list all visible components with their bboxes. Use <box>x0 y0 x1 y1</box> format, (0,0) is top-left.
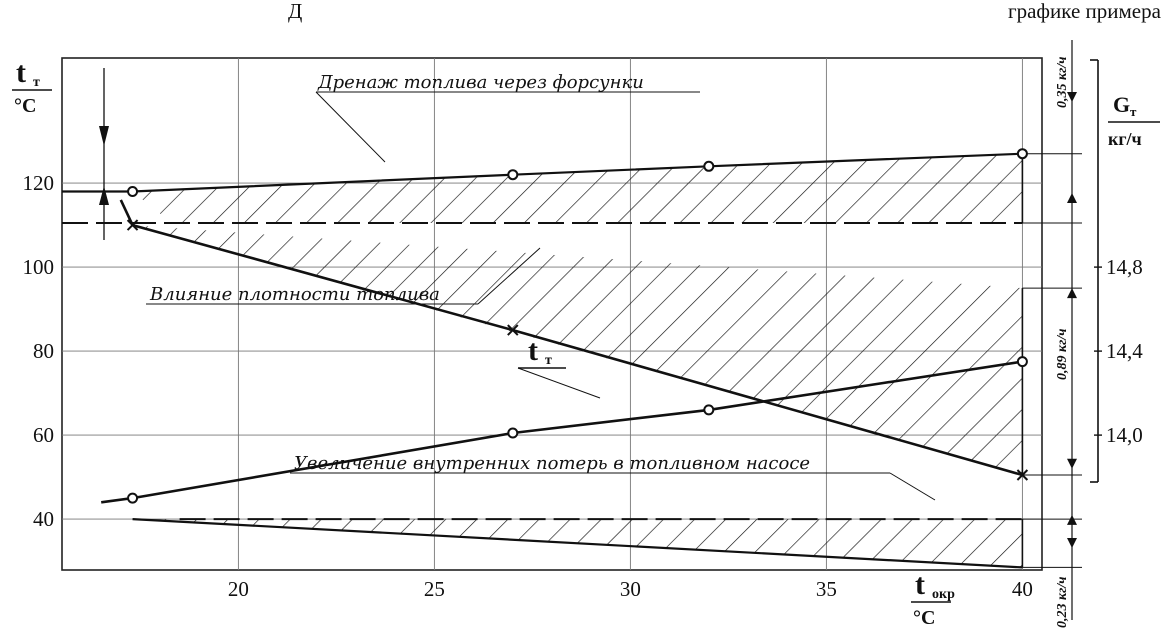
data-point-cross <box>507 324 519 336</box>
header-fragment-right: графике примера <box>1008 0 1162 23</box>
data-point-circle <box>127 492 139 504</box>
data-point-circle <box>127 186 139 197</box>
side-label-089: 0,89 кг/ч <box>1055 328 1070 380</box>
side-arrow-icon <box>1067 458 1077 469</box>
data-point-circle <box>507 427 519 439</box>
side-arrow-icon <box>1067 538 1077 548</box>
y-axis-label-symbol: t <box>16 56 26 89</box>
right-axis-subscript: т <box>1130 104 1137 119</box>
x-tick-label: 25 <box>424 577 445 601</box>
arrow-up-icon <box>99 186 109 205</box>
y-axis-label-subscript: т <box>33 75 40 90</box>
data-point-circle <box>1016 356 1028 368</box>
x-tick-label: 30 <box>620 577 641 601</box>
data-point-circle <box>507 169 519 181</box>
right-tick-label: 14,8 <box>1106 255 1143 279</box>
right-axis-symbol: G <box>1113 92 1130 117</box>
x-axis-label-unit: °C <box>913 607 935 629</box>
side-arrow-icon <box>1067 193 1077 203</box>
side-label-035: 0,35 кг/ч <box>1055 56 1070 108</box>
side-arrow-icon <box>1067 514 1077 525</box>
data-point-cross <box>126 219 139 231</box>
curve-label-symbol: t <box>528 334 538 367</box>
side-label-023: 0,23 кг/ч <box>1055 576 1070 628</box>
arrow-down-icon <box>99 126 109 146</box>
x-axis-label-subscript: окр <box>932 587 955 602</box>
annotation-leader <box>889 472 936 501</box>
y-tick-label: 120 <box>23 171 55 195</box>
x-tick-label: 40 <box>1012 577 1033 601</box>
series-line-density <box>119 199 1023 477</box>
data-point-circle <box>703 404 715 416</box>
y-tick-label: 60 <box>33 423 54 447</box>
annotations: Дренаж топлива через форсунки Влияние пло… <box>146 56 1070 628</box>
curve-label-leader <box>517 367 601 399</box>
annotation-leader <box>477 247 541 305</box>
x-tick-label: 20 <box>228 577 249 601</box>
annotation-pump-loss: Увеличение внутренних потерь в топливном… <box>294 453 810 474</box>
x-tick-label: 35 <box>816 577 837 601</box>
right-tick-label: 14,0 <box>1106 423 1143 447</box>
annotation-density: Влияние плотности топлива <box>149 284 440 305</box>
series-line-pump <box>132 518 1023 569</box>
right-axis-unit: кг/ч <box>1108 129 1142 149</box>
data-point-circle <box>1016 148 1028 160</box>
plot-frame <box>61 57 1043 571</box>
annotation-drainage: Дренаж топлива через форсунки <box>317 72 644 93</box>
header-fragment: Д <box>288 0 302 23</box>
x-axis-label-symbol: t <box>915 568 925 601</box>
data-point-cross <box>1016 469 1029 481</box>
side-arrow-icon <box>1067 288 1077 299</box>
right-tick-label: 14,4 <box>1106 339 1143 363</box>
hatch-drainage <box>132 153 1023 223</box>
hatched-regions <box>132 153 1023 568</box>
y-tick-label: 100 <box>23 255 55 279</box>
axis-labels: t т°Ct окр°CG ткг/чt т <box>12 56 1160 629</box>
series-markers <box>126 148 1029 504</box>
curve-label-subscript: т <box>545 353 552 368</box>
y-axis-label-unit: °C <box>14 95 36 117</box>
annotation-leader <box>315 91 386 163</box>
tick-labels: 20 25 30 35 40 40 60 80 100 120 14,8 14,4 14,0 <box>23 171 1144 601</box>
data-point-circle <box>703 160 715 172</box>
y-tick-label: 80 <box>33 339 54 363</box>
side-arrow-icon <box>1067 92 1077 102</box>
y-tick-label: 40 <box>33 507 54 531</box>
